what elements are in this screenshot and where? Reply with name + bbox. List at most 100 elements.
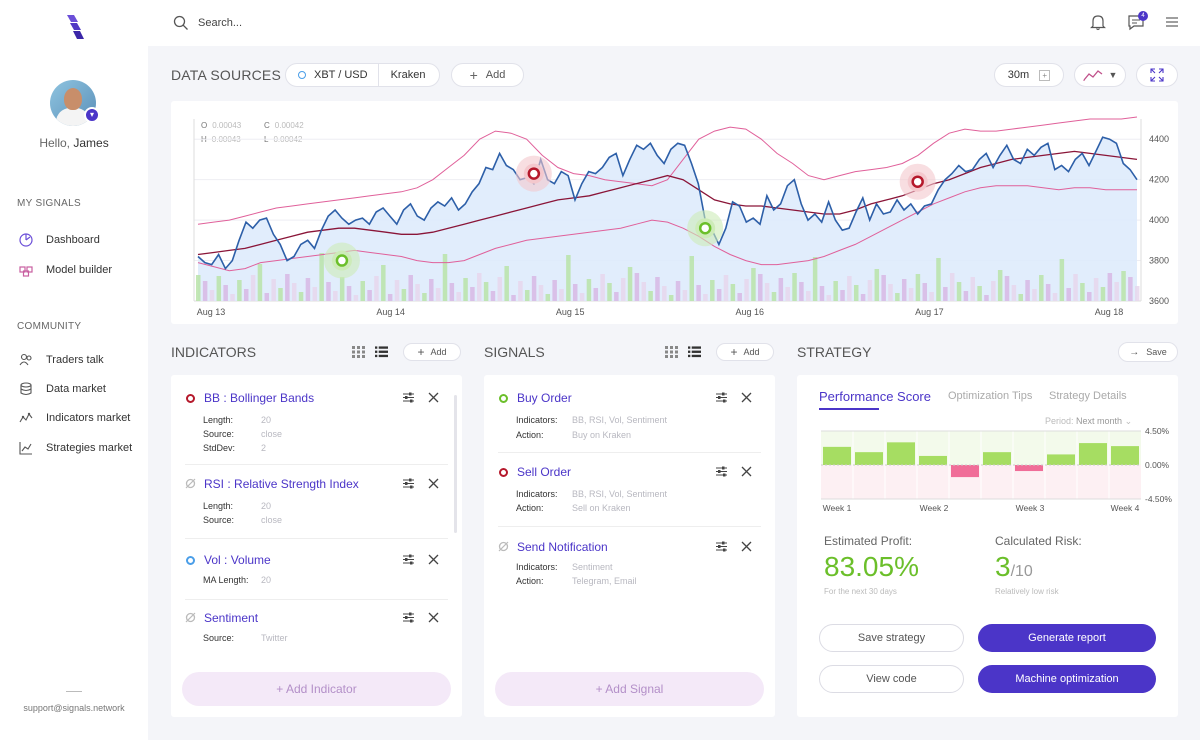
signal-title[interactable]: Sell Order	[517, 465, 572, 479]
volume-bar	[620, 278, 626, 301]
settings-sliders-icon[interactable]	[715, 391, 728, 404]
avatar[interactable]	[50, 80, 96, 126]
volume-bar	[470, 287, 475, 301]
volume-bar	[394, 280, 400, 301]
volume-bar	[223, 285, 228, 301]
volume-bar	[1039, 275, 1044, 301]
add-indicator-button[interactable]: + Add Indicator	[182, 672, 451, 706]
fullscreen-button[interactable]	[1136, 63, 1178, 87]
view-code-button[interactable]: View code	[819, 665, 964, 693]
close-icon[interactable]	[428, 478, 439, 489]
indicator-title[interactable]: RSI : Relative Strength Index	[204, 477, 359, 491]
settings-sliders-icon[interactable]	[402, 477, 415, 490]
settings-sliders-icon[interactable]	[402, 553, 415, 566]
volume-bar	[668, 295, 674, 301]
settings-sliders-icon[interactable]	[715, 540, 728, 553]
volume-bar	[230, 294, 235, 301]
x-tick-label: Week 3	[1016, 503, 1045, 513]
add-data-source-button[interactable]: + Add	[451, 63, 524, 87]
volume-bar	[600, 274, 605, 301]
volume-bar	[374, 276, 379, 301]
tab-strategy-details[interactable]: Strategy Details	[1049, 390, 1127, 402]
support-email[interactable]: support@signals.network	[23, 703, 125, 713]
volume-bar	[264, 293, 270, 301]
add-signal-small-button[interactable]: + Add	[716, 343, 774, 361]
volume-bar	[278, 288, 283, 301]
settings-sliders-icon[interactable]	[715, 465, 728, 478]
y-tick-label: 3600	[1149, 296, 1169, 306]
volume-bar	[997, 270, 1003, 301]
status-dot-icon	[186, 556, 195, 565]
indicator-title[interactable]: Vol : Volume	[204, 553, 271, 567]
volume-bar	[874, 269, 880, 301]
app-logo-icon[interactable]	[62, 14, 86, 40]
volume-bar	[333, 291, 338, 301]
close-icon[interactable]	[741, 392, 752, 403]
disabled-dot-icon	[185, 612, 196, 623]
grid-view-icon[interactable]	[352, 346, 365, 358]
generate-report-button[interactable]: Generate report	[978, 624, 1156, 652]
save-strategy-button[interactable]: Save strategy	[819, 624, 964, 652]
search-input[interactable]	[198, 14, 498, 32]
volume-bar	[895, 293, 900, 301]
volume-bar	[1128, 277, 1133, 301]
close-icon[interactable]	[428, 392, 439, 403]
save-button[interactable]: → Save	[1118, 342, 1178, 362]
signals-card: Buy Order Indicators: BB, RSI, Vol, Senti…	[484, 375, 775, 717]
price-chart[interactable]: 4400 4200 4000 3800 3600 Aug 13 Aug 14 Aug 15 Au…	[171, 101, 1178, 324]
timeframe-selector[interactable]: 30m +	[994, 63, 1064, 87]
tab-optimization-tips[interactable]: Optimization Tips	[948, 390, 1033, 402]
prop-value: BB, RSI, Vol, Sentiment	[572, 489, 668, 499]
volume-bar	[1032, 289, 1037, 301]
volume-bar	[1121, 271, 1126, 301]
bell-icon[interactable]	[1089, 13, 1107, 31]
scrollbar[interactable]	[454, 395, 457, 533]
nav-section-community: COMMUNITY	[17, 321, 82, 332]
grid-view-icon[interactable]	[665, 346, 678, 358]
indicator-title[interactable]: BB : Bollinger Bands	[204, 391, 315, 405]
prop-value: close	[261, 429, 283, 439]
sidebar-item-dashboard[interactable]: Dashboard	[19, 231, 100, 249]
sidebar-item-model-builder[interactable]: Model builder	[19, 261, 112, 279]
volume-bar	[1093, 278, 1099, 301]
list-view-icon[interactable]	[688, 346, 701, 358]
volume-bar	[799, 282, 804, 301]
prop-label: Action:	[516, 503, 544, 513]
divider	[377, 63, 379, 87]
menu-icon[interactable]	[1165, 15, 1179, 29]
volume-bar	[936, 258, 941, 301]
pair-selector[interactable]: XBT / USD Kraken	[285, 63, 440, 87]
close-icon[interactable]	[741, 466, 752, 477]
volume-bar	[730, 284, 736, 301]
sidebar-item-data-market[interactable]: Data market	[19, 380, 106, 398]
indicator-title[interactable]: Sentiment	[204, 611, 259, 625]
chevron-down-icon[interactable]: ▾	[84, 107, 100, 123]
profit-label: Estimated Profit:	[824, 534, 913, 548]
volume-bar	[696, 285, 701, 301]
list-view-icon[interactable]	[375, 346, 388, 358]
volume-bar	[593, 288, 599, 301]
sidebar-item-traders-talk[interactable]: Traders talk	[19, 351, 104, 369]
x-tick-label: Aug 17	[915, 307, 944, 317]
period-selector[interactable]: Period: Next month ⌄	[1045, 416, 1133, 426]
chart-type-selector[interactable]: ▼	[1074, 63, 1126, 87]
close-icon[interactable]	[741, 541, 752, 552]
sidebar-item-strategies-market[interactable]: Strategies market	[19, 439, 132, 457]
active-tab-indicator	[819, 408, 879, 410]
moving-average-line	[197, 150, 1138, 256]
volume-bar	[237, 280, 242, 301]
close-icon[interactable]	[428, 554, 439, 565]
close-icon[interactable]	[428, 612, 439, 623]
volume-bar	[538, 285, 544, 301]
sidebar-item-indicators-market[interactable]: Indicators market	[19, 409, 130, 427]
tab-performance-score[interactable]: Performance Score	[819, 389, 931, 404]
prop-value: Buy on Kraken	[572, 430, 632, 440]
signal-title[interactable]: Buy Order	[517, 391, 572, 405]
settings-sliders-icon[interactable]	[402, 391, 415, 404]
signal-title[interactable]: Send Notification	[517, 540, 608, 554]
machine-optimization-button[interactable]: Machine optimization	[978, 665, 1156, 693]
volume-bar	[744, 279, 749, 301]
add-signal-button[interactable]: + Add Signal	[495, 672, 764, 706]
add-indicator-small-button[interactable]: + Add	[403, 343, 461, 361]
settings-sliders-icon[interactable]	[402, 611, 415, 624]
